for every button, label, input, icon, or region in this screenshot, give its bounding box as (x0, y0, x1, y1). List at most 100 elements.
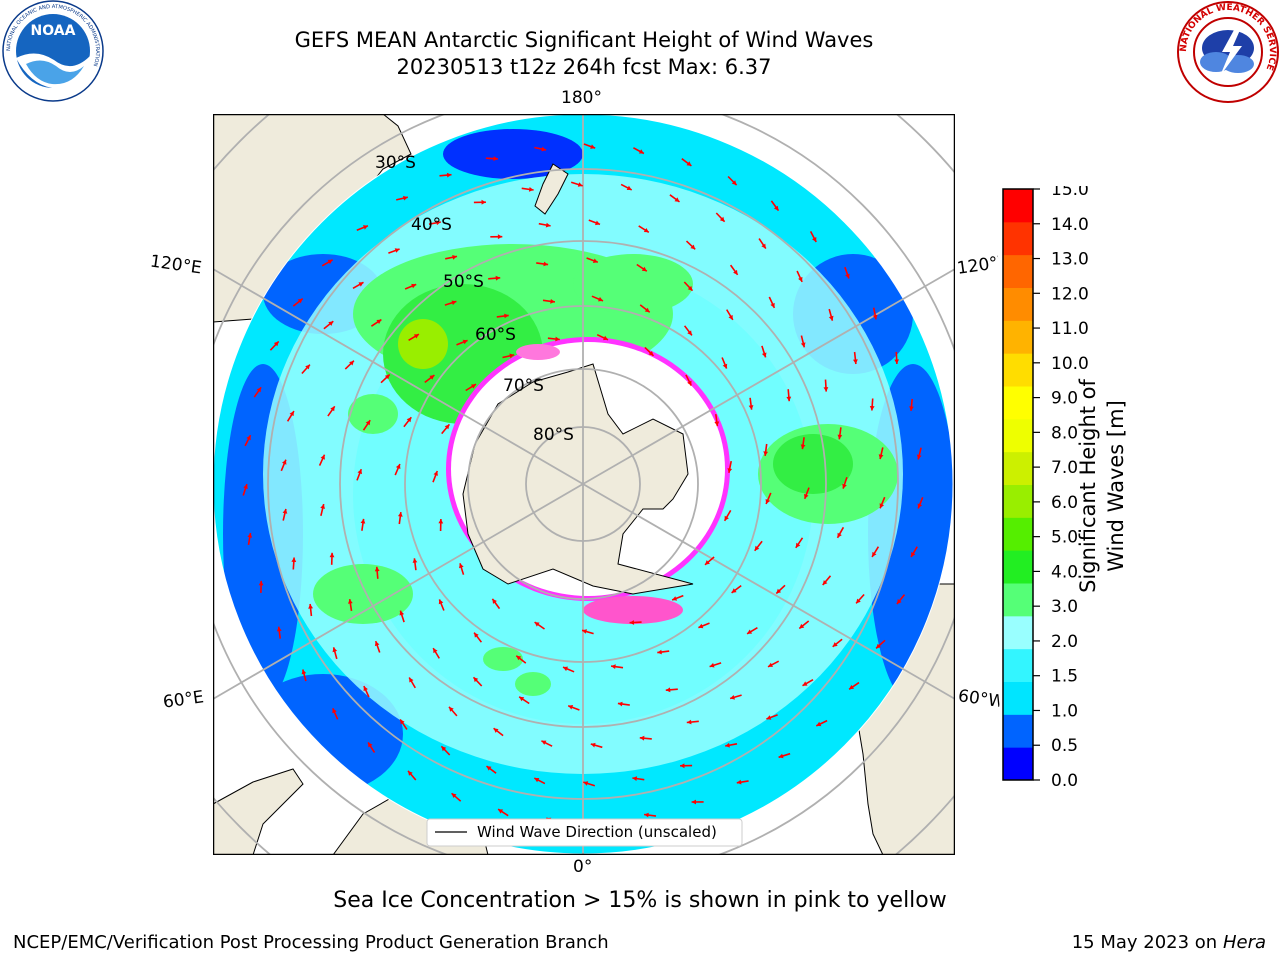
wave-arrow-head (412, 558, 418, 563)
wave-arrow-head (406, 417, 412, 423)
footer-machine: Hera (1222, 932, 1266, 953)
wave-arrow-head (492, 598, 497, 604)
wave-arrow-head (754, 545, 760, 551)
wave-arrow-head (798, 276, 803, 282)
wave-arrow-head (282, 508, 288, 514)
wave-arrow-head (917, 503, 923, 509)
wave-arrow-head (384, 374, 390, 380)
new-zealand-land (534, 163, 569, 215)
wave-arrow-head (705, 560, 710, 565)
colorbar-band (1003, 221, 1033, 256)
wave-arrow-head (459, 563, 464, 569)
wave-arrow-head (879, 503, 884, 509)
colorbar-tick-label: 13.0 (1051, 250, 1089, 270)
wave-arrow-head (747, 629, 753, 634)
colorbar-tick-label: 7.0 (1051, 458, 1078, 478)
wave-arrow-head (795, 542, 801, 548)
wave-arrow-head (411, 283, 417, 289)
wave-arrow-head (719, 216, 725, 222)
noaa-logo-text: NOAA (31, 23, 76, 39)
wave-arrow-head (462, 339, 468, 345)
wave-arrow-head (301, 669, 307, 675)
wave-arrow-head (799, 623, 805, 629)
wave-arrow-head (853, 359, 858, 364)
wave-arrow-head (583, 781, 589, 786)
wave-arrow-head (639, 735, 645, 741)
wave-arrow-head (687, 380, 692, 386)
wave-arrow-head (765, 499, 771, 504)
wave-arrow-head (474, 632, 479, 638)
wave-arrow-head (541, 740, 547, 745)
wave-arrow-head (360, 518, 366, 524)
wave-arrow-head (632, 776, 638, 781)
graticule (213, 114, 955, 855)
wave-arrow-head (495, 275, 501, 281)
wave-arrow-head (748, 405, 754, 410)
wave-arrow-head (320, 504, 325, 509)
colorbar-band (1003, 714, 1033, 748)
lon-label-120w: 120°W (955, 253, 1001, 279)
wave-arrow-head (674, 197, 680, 202)
wave-arrow-head (327, 259, 333, 265)
wave-arrow-head (686, 161, 692, 166)
wave-arrow-head (648, 351, 654, 356)
wave-arrow-head (368, 742, 373, 748)
wave-arrow-head (800, 342, 806, 348)
wave-arrow-head (256, 387, 262, 393)
wave-arrow-head (802, 681, 808, 686)
wave-arrow-head (433, 471, 438, 476)
colorbar-band (1003, 648, 1033, 682)
wave-arrow-head (399, 610, 405, 616)
wave-arrow-head (686, 719, 692, 725)
colorbar-tick-label: 6.0 (1051, 493, 1078, 513)
sea-ice-note: Sea Ice Concentration > 15% is shown in … (333, 888, 947, 913)
wave-arrow-head (916, 454, 922, 460)
colorbar-tick-label: 15.0 (1051, 186, 1089, 200)
colorbar-tick-label: 1.5 (1051, 667, 1078, 687)
lon-label-0: 0° (573, 857, 593, 877)
colorbar-band (1003, 386, 1033, 420)
wave-arrow-head (297, 298, 303, 304)
nws-logo: NATIONAL WEATHER SERVICE (1177, 1, 1279, 103)
lat-label-80s: 80°S (533, 425, 574, 445)
colorbar-band (1003, 517, 1033, 551)
wave-arrow-head (550, 299, 555, 304)
wave-arrow-head (643, 228, 649, 233)
wind-wave-arrows (242, 143, 924, 824)
wave-arrow-head (528, 187, 534, 192)
wave-arrow-head (486, 766, 492, 771)
colorbar-tick-label: 14.0 (1051, 215, 1089, 235)
wave-arrow-head (657, 649, 662, 655)
colorbar-band (1003, 254, 1033, 288)
colorbar-label: Significant Height of Wind Waves [m] (1076, 379, 1128, 593)
wave-arrow-head (305, 364, 310, 370)
colorbar: 15.0 14.0 13.0 12.0 11.0 10.0 9.0 8.0 7.0 6.0 5.0 4… (1002, 186, 1089, 786)
wave-arrow-head (400, 719, 405, 725)
wave-arrow-head (534, 622, 540, 627)
wave-arrow-head (823, 387, 829, 392)
wave-arrow-head (731, 588, 737, 593)
colorbar-band (1003, 583, 1033, 617)
colorbar-tick-label: 5.0 (1051, 528, 1078, 548)
colorbar-tick-label: 3.0 (1051, 597, 1078, 617)
wave-arrow-head (722, 363, 728, 369)
wave-arrow-head (363, 686, 368, 692)
colorbar-band (1003, 550, 1033, 584)
chart-subtitle: 20230513 t12z 264h fcst Max: 6.37 (396, 55, 772, 79)
wave-arrow-head (409, 677, 414, 683)
wave-arrow-head (363, 225, 368, 230)
legend-label: Wind Wave Direction (unscaled) (477, 823, 717, 841)
wave-arrow-head (590, 144, 596, 149)
wave-arrow-head (869, 406, 875, 411)
lon-label-60e: 60°E (161, 687, 206, 713)
lat-label-30s: 30°S (375, 153, 416, 173)
wave-arrow-head (582, 629, 587, 634)
wave-arrow-head (348, 599, 353, 604)
wave-arrow-head (498, 809, 504, 814)
colorbar-tick-label: 1.0 (1051, 701, 1078, 721)
wave-arrow-head (611, 664, 616, 669)
wave-arrow-head (330, 406, 335, 412)
colorbar-band (1003, 189, 1033, 223)
wave-arrow-head (555, 336, 560, 342)
footer-branch: NCEP/EMC/Verification Post Processing Pr… (13, 932, 609, 953)
